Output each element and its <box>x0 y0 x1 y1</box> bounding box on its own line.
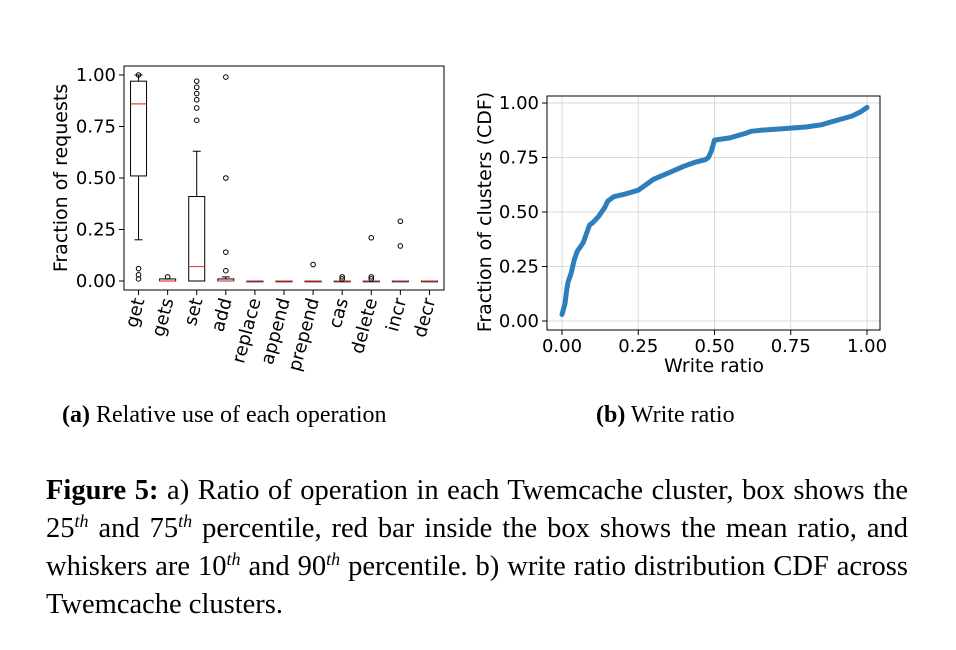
caption-text-2: and 75 <box>88 513 179 544</box>
chart-a-ytick-label: 1.00 <box>76 65 116 86</box>
outlier-point <box>193 84 200 91</box>
box-add <box>217 74 235 282</box>
chart-a-xtick-label: incr <box>382 295 411 334</box>
chart-b-ticks: 0.00 0.25 0.50 0.75 1.00 0.00 0.25 0.50 0.75 1.00 <box>499 93 887 357</box>
chart-b-xlabel: Write ratio <box>664 355 764 377</box>
caption-sup-3: th <box>226 549 241 569</box>
outlier-point <box>223 175 229 181</box>
outlier-point <box>193 117 200 124</box>
outlier-point <box>193 96 200 103</box>
chart-b-xtick-label: 0.50 <box>694 336 734 357</box>
box-delete <box>362 234 380 283</box>
box-replace <box>246 280 264 283</box>
chart-b-ytick-label: 0.75 <box>499 148 539 169</box>
caption-text-1: a) Ratio of operation in each Twemcache … <box>46 475 908 544</box>
outlier-point <box>193 105 200 111</box>
chart-a-ytick-label: 0.75 <box>76 117 116 138</box>
chart-b-grid <box>547 96 880 330</box>
box-set <box>188 78 206 282</box>
caption-sup-1: th <box>74 511 89 531</box>
chart-a-axes <box>123 65 445 291</box>
chart-a-ytick-label: 0.50 <box>76 168 116 189</box>
subcaption-b-title: Write ratio <box>630 402 735 428</box>
figure-caption: Figure 5: a) Ratio of operation in each … <box>46 472 908 624</box>
chart-a-xtick-label: gets <box>148 296 178 339</box>
caption-text-3: percentile, red bar inside the box shows… <box>46 513 908 582</box>
caption-text-5: percentile. b) write ratio distribution … <box>46 551 908 620</box>
figure-label: Figure 5: <box>46 475 159 506</box>
box-body <box>130 80 148 177</box>
outlier-point <box>339 276 345 282</box>
subcaption-a-tag: (a) <box>62 402 90 428</box>
caption-text-4: and 90 <box>240 551 327 582</box>
outlier-point <box>339 274 345 280</box>
subcaption-b-tag: (b) <box>596 402 626 428</box>
chart-a-frame <box>123 65 445 291</box>
box-prepend <box>304 261 322 283</box>
outlier-point <box>368 234 375 241</box>
outlier-point <box>397 243 404 249</box>
chart-b-series <box>559 104 870 317</box>
chart-a-xtick-label: decr <box>410 295 441 339</box>
box-incr <box>391 218 409 283</box>
outlier-point <box>223 249 229 255</box>
box-append <box>275 280 293 283</box>
outlier-point <box>135 72 142 78</box>
subcaption-b: (b) Write ratio <box>596 402 735 429</box>
subcaption-a-title: Relative use of each operation <box>95 402 387 428</box>
cdf-line <box>559 104 870 317</box>
outlier-point <box>368 276 375 282</box>
outlier-point <box>193 78 200 84</box>
box-body <box>188 196 206 282</box>
box-cas <box>333 274 351 283</box>
chart-b-xtick-label: 0.25 <box>618 336 658 357</box>
chart-write-ratio-cdf: 0.00 0.25 0.50 0.75 1.00 0.00 0.25 0.50 0.75 1.00… <box>474 92 887 377</box>
outlier-point <box>135 272 142 278</box>
chart-b-axes <box>546 95 881 331</box>
chart-a-xtick-label: set <box>180 296 207 328</box>
chart-b-ylabel: Fraction of clusters (CDF) <box>474 92 496 332</box>
chart-b-ytick-label: 0.00 <box>499 311 539 332</box>
box-decr <box>420 280 438 283</box>
box-get <box>130 72 148 282</box>
chart-a-xtick-label: get <box>121 296 149 330</box>
chart-a-xtick-label: cas <box>325 296 353 331</box>
chart-b-xtick-label: 0.75 <box>771 336 811 357</box>
box-gets <box>159 274 177 282</box>
outlier-point <box>193 90 200 97</box>
chart-b-ytick-label: 0.50 <box>499 202 539 223</box>
outlier-point <box>368 274 375 280</box>
chart-b-ytick-label: 1.00 <box>499 93 539 114</box>
chart-a-ylabel: Fraction of requests <box>50 84 72 272</box>
caption-sup-4: th <box>326 549 341 569</box>
outlier-point <box>397 218 404 225</box>
outlier-point <box>310 261 316 268</box>
chart-a-ytick-label: 0.00 <box>76 271 116 292</box>
chart-a-ytick-label: 0.25 <box>76 220 116 241</box>
caption-sup-2: th <box>178 511 193 531</box>
chart-b-frame <box>546 95 881 331</box>
chart-a-xtick-label: add <box>208 296 237 334</box>
subcaption-a: (a) Relative use of each operation <box>62 402 387 429</box>
outlier-point <box>164 274 171 280</box>
chart-b-xtick-label: 0.00 <box>542 336 582 357</box>
outlier-point <box>223 74 229 80</box>
chart-a-boxes <box>130 72 438 283</box>
outlier-point <box>223 267 229 274</box>
chart-b-xtick-label: 1.00 <box>847 336 887 357</box>
chart-b-ytick-label: 0.25 <box>499 257 539 278</box>
outlier-point <box>135 265 142 272</box>
chart-a-xtick-label: delete <box>347 296 382 356</box>
